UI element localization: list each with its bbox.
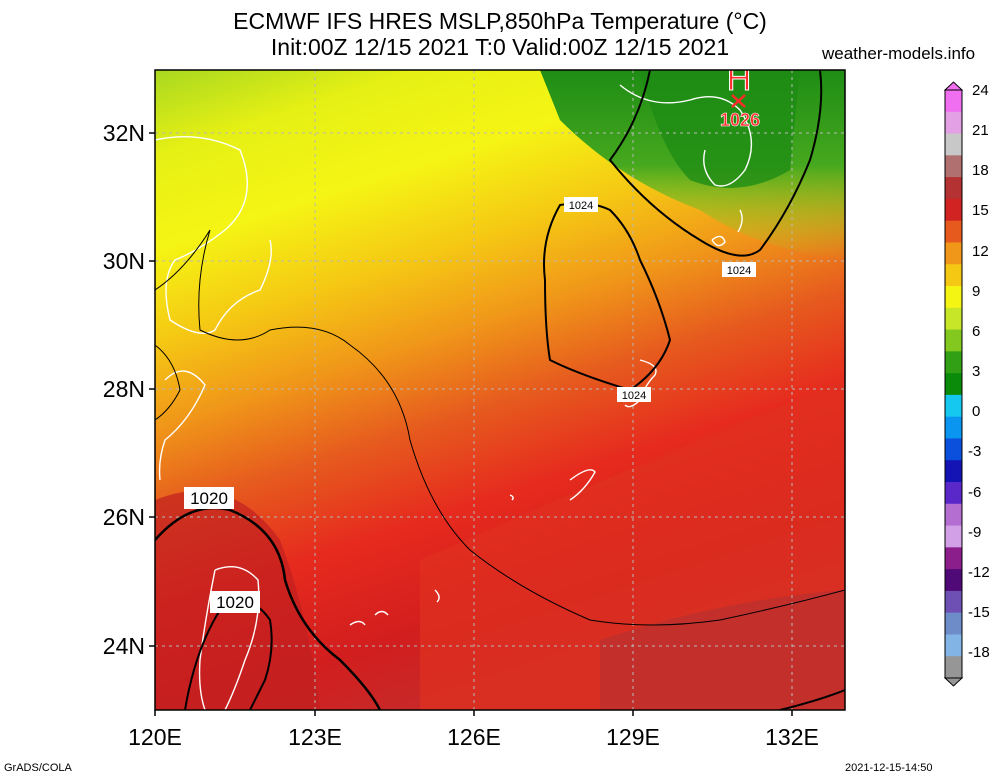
isobar-1020-b	[184, 601, 273, 710]
colorbar-label: 18	[972, 162, 989, 179]
warm-core	[600, 590, 845, 710]
colorbar-swatch	[945, 569, 962, 592]
colorbar-label: 24	[972, 82, 989, 99]
lon-label: 132E	[765, 724, 819, 750]
colorbar-swatch	[945, 634, 962, 657]
colorbar-label: 12	[972, 243, 989, 260]
colorbar-swatch	[945, 525, 962, 548]
high-pressure-marker: H 1026	[720, 60, 761, 130]
colorbar-swatch	[945, 460, 962, 483]
lon-label: 129E	[606, 724, 660, 750]
isobar-1024-a	[543, 202, 672, 392]
map-title: ECMWF IFS HRES MSLP,850hPa Temperature (…	[100, 8, 900, 60]
map-frame	[154, 69, 846, 711]
colorbar-label: -18	[968, 644, 990, 661]
colorbar-bottom-arrow-icon	[943, 677, 964, 687]
lat-label: 32N	[103, 120, 145, 146]
isobar-label: 1020	[216, 593, 254, 612]
colorbar-swatch	[945, 351, 962, 374]
title-line-2: Init:00Z 12/15 2021 T:0 Valid:00Z 12/15 …	[270, 34, 730, 60]
colorbar-swatch	[945, 220, 962, 243]
colorbar-swatch	[945, 612, 962, 635]
colorbar-swatch	[945, 264, 962, 287]
colorbar-label: 6	[972, 323, 980, 340]
isobar-label: 1020	[190, 489, 228, 508]
colorbar-swatch	[945, 590, 962, 614]
colorbar-swatch	[945, 503, 962, 527]
colorbar-swatch	[945, 307, 962, 331]
colorbar-label: 0	[972, 403, 980, 420]
axis-ticks	[149, 132, 793, 716]
lon-label: 126E	[447, 724, 501, 750]
longitude-labels: 120E 123E 126E 129E 132E	[128, 724, 819, 750]
colorbar-label: -6	[968, 484, 981, 501]
colorbar-label: 3	[972, 363, 980, 380]
colorbar-swatch	[945, 177, 962, 200]
colorbar-top-arrow-icon	[943, 81, 964, 91]
colorbar-swatch	[945, 155, 962, 178]
isobar-label-group: 1024 1024 1024 1020 1020	[184, 197, 756, 613]
colorbar-label: 21	[972, 122, 989, 139]
isobar-thin-a	[155, 344, 181, 421]
lon-label: 123E	[288, 724, 342, 750]
lon-label: 120E	[128, 724, 182, 750]
isobar-label: 1024	[622, 390, 646, 402]
isobar-1020-c	[779, 689, 845, 710]
colorbar-swatch	[945, 286, 962, 309]
graticule	[155, 70, 845, 710]
map-area: 1024 1024 1024 1020 1020 H 1026	[155, 60, 845, 710]
lat-label: 26N	[103, 504, 145, 530]
high-symbol: H	[727, 60, 752, 98]
colorbar-label: -12	[968, 564, 990, 581]
high-value: 1026	[720, 110, 760, 130]
colorbar-swatch	[945, 438, 962, 461]
lat-label: 24N	[103, 633, 145, 659]
colorbar-label: -3	[968, 443, 981, 460]
colorbar-swatch	[945, 329, 962, 352]
title-line-1: ECMWF IFS HRES MSLP,850hPa Temperature (…	[233, 8, 767, 34]
colorbar-swatch	[945, 90, 962, 113]
colorbar-labels: 24 21 18 15 12 9 6 3 0 -3 -6 -9 -12 -15 …	[968, 82, 990, 661]
latitude-labels: 32N 30N 28N 26N 24N	[103, 120, 145, 659]
colorbar-label: -15	[968, 604, 990, 621]
colorbar-swatch	[945, 373, 962, 396]
colorbar-swatch	[945, 198, 962, 222]
isobar-label: 1024	[569, 200, 593, 212]
colorbar-swatch	[945, 111, 962, 135]
colorbar-label: 9	[972, 283, 980, 300]
high-center-icon	[731, 94, 746, 108]
colorbar-label: -9	[968, 524, 981, 541]
isobar-1024-b	[608, 70, 823, 257]
isobar-thin-b	[155, 229, 845, 626]
cold-core	[640, 70, 800, 188]
colorbar-label: 15	[972, 202, 989, 219]
colorbar-frame	[944, 89, 963, 679]
footer-credit: GrADS/COLA	[4, 762, 72, 774]
colorbar-swatch	[945, 133, 962, 156]
colorbar-swatch	[945, 482, 962, 505]
lat-label: 30N	[103, 248, 145, 274]
lat-label: 28N	[103, 376, 145, 402]
footer-timestamp: 2021-12-15-14:50	[845, 762, 933, 774]
isobar-label: 1024	[727, 265, 751, 277]
colorbar-swatch	[945, 656, 962, 679]
colorbar	[943, 81, 964, 687]
colorbar-swatch	[945, 416, 962, 439]
site-credit: weather-models.info	[822, 44, 976, 63]
colorbar-swatch	[945, 394, 962, 418]
colorbar-swatch	[945, 242, 962, 265]
colorbar-swatch	[945, 547, 962, 570]
